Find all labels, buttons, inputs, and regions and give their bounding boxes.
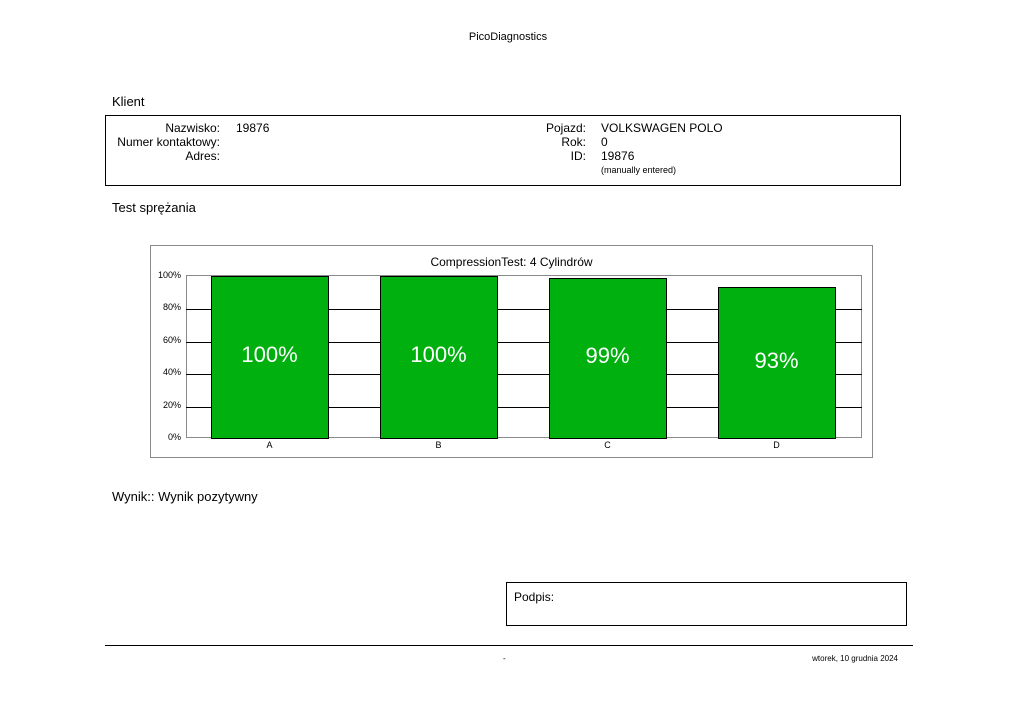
footer-date: wtorek, 10 grudnia 2024 <box>812 654 898 663</box>
year-label: Rok: <box>561 135 586 149</box>
bar-value-label: 99% <box>585 342 630 368</box>
surname-value: 19876 <box>236 121 270 135</box>
gridline <box>186 374 862 376</box>
client-heading: Klient <box>112 94 145 109</box>
id-note: (manually entered) <box>601 165 677 175</box>
plot-area <box>186 275 862 438</box>
y-tick-label: 60% <box>162 334 181 345</box>
bar-d <box>717 287 836 439</box>
signature-label: Podpis: <box>514 590 555 604</box>
year-value: 0 <box>601 135 608 149</box>
bar-value-label: 93% <box>754 347 799 373</box>
bar-value-label: 100% <box>241 342 298 367</box>
gridline <box>186 341 862 343</box>
y-tick-label: 0% <box>167 432 181 442</box>
address-label: Adres: <box>185 149 220 163</box>
bar-c <box>548 277 667 439</box>
vehicle-value: VOLKSWAGEN POLO <box>601 121 723 135</box>
chart-title: CompressionTest: 4 Cylindrów <box>430 255 593 269</box>
signature-box <box>506 582 907 626</box>
surname-label: Nazwisko: <box>165 121 220 135</box>
footer-left-text: - <box>503 654 506 663</box>
id-value: 19876 <box>601 149 635 163</box>
x-tick-label: B <box>435 440 442 450</box>
x-tick-label: D <box>773 440 780 450</box>
bar-b <box>379 276 498 439</box>
client-info-box <box>105 115 901 186</box>
footer-divider <box>105 645 913 646</box>
id-label: ID: <box>570 149 586 163</box>
app-title: PicoDiagnostics <box>468 31 548 43</box>
y-tick-label: 20% <box>162 399 181 410</box>
gridline <box>186 309 862 311</box>
y-tick-label: 80% <box>162 302 181 313</box>
chart-frame <box>150 245 873 458</box>
x-tick-label: C <box>604 440 611 450</box>
x-tick-label: A <box>266 440 273 450</box>
contact-number-label: Numer kontaktowy: <box>117 135 220 149</box>
result-text: Wynik:: Wynik pozytywny <box>112 489 258 504</box>
vehicle-label: Pojazd: <box>545 121 586 135</box>
test-heading: Test sprężania <box>112 200 196 215</box>
gridline <box>186 406 862 408</box>
bar-value-label: 100% <box>410 342 467 367</box>
y-tick-label: 40% <box>162 367 181 378</box>
bar-a <box>210 276 329 439</box>
y-tick-label: 100% <box>157 270 181 280</box>
